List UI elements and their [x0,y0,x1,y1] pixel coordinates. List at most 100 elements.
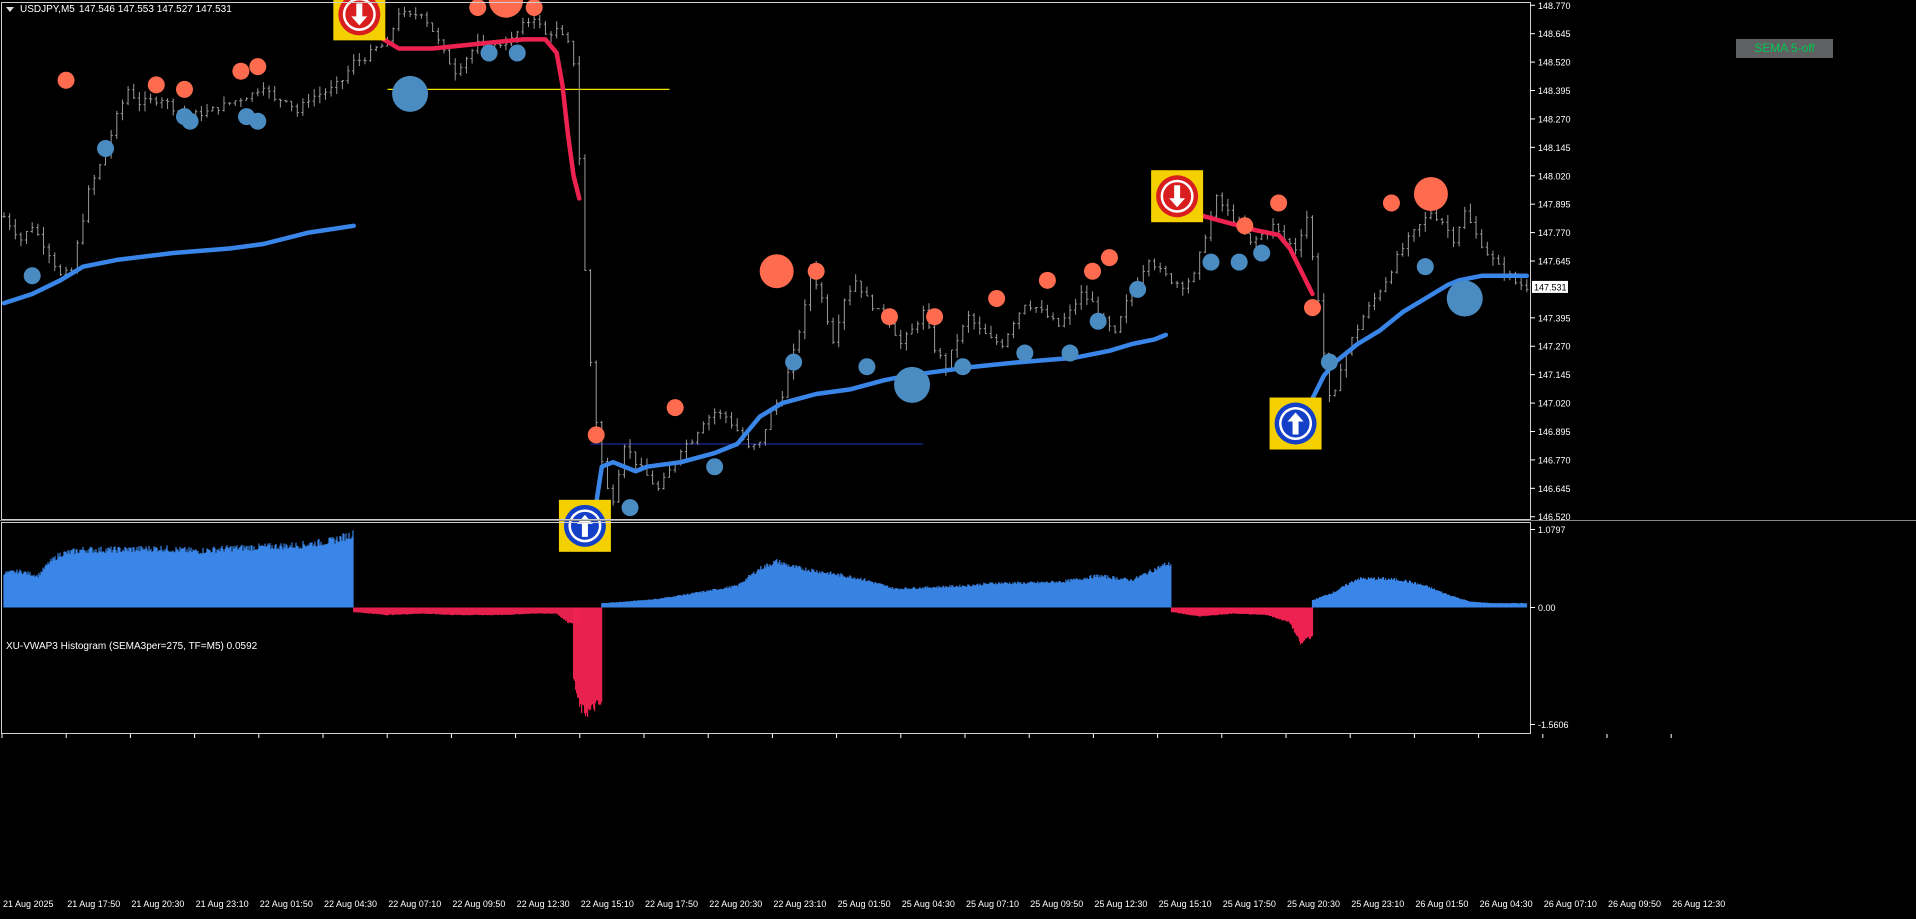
swing-low-marker [1089,312,1107,330]
swing-high-marker [1084,262,1102,280]
swing-low-marker [706,458,724,476]
swing-high-marker [488,0,523,18]
time-tick-label: 25 Aug 07:10 [966,899,1019,909]
price-tick-label: 148.270 [1538,114,1571,124]
swing-low-marker [785,353,803,371]
time-tick-label: 25 Aug 20:30 [1287,899,1340,909]
signal-icons [333,0,1322,552]
swing-high-marker [1038,271,1056,289]
swing-high-marker [469,0,487,17]
time-tick-label: 22 Aug 17:50 [645,899,698,909]
swing-high-marker [988,290,1006,308]
main-price-pane [1,0,1530,552]
swing-low-marker [249,112,267,130]
time-tick-label: 25 Aug 15:10 [1159,899,1212,909]
time-tick-label: 22 Aug 09:50 [452,899,505,909]
swing-low-marker [1416,258,1434,276]
histogram-tick-label: 1.0797 [1538,525,1566,535]
price-tick-label: 148.145 [1538,143,1571,153]
time-tick-label: 26 Aug 01:50 [1415,899,1468,909]
time-tick-label: 26 Aug 07:10 [1544,899,1597,909]
swing-high-marker [1382,194,1400,212]
price-tick-label: 147.395 [1538,313,1571,323]
current-price-tag [1532,280,1568,293]
price-tick-label: 148.645 [1538,29,1571,39]
swing-low-marker [1446,280,1483,317]
sell-arrow-icon [333,0,386,41]
swing-high-marker [1236,217,1254,235]
price-tick-label: 147.145 [1538,370,1571,380]
price-tick-label: 148.770 [1538,1,1571,11]
swing-low-marker [1202,253,1220,271]
swing-markers [23,0,1483,517]
swing-low-marker [1253,244,1271,262]
swing-high-marker [525,0,543,17]
histogram-tick-label: -1.5606 [1538,720,1569,730]
price-axis: 148.770 148.645 148.520 148.395 148.270 148.1… [1530,1,1571,522]
price-tick-label: 147.270 [1538,342,1571,352]
dropdown-triangle-icon[interactable] [6,7,14,12]
swing-high-marker [1270,194,1288,212]
swing-high-marker [666,399,684,417]
price-tick-label: 147.895 [1538,200,1571,210]
price-tick-label: 147.645 [1538,257,1571,267]
price-tick-label: 146.895 [1538,427,1571,437]
time-tick-label: 22 Aug 23:10 [773,899,826,909]
buy-arrow-icon [1269,397,1322,450]
time-tick-label: 22 Aug 12:30 [517,899,570,909]
time-tick-label: 21 Aug 17:50 [67,899,120,909]
time-tick-label: 22 Aug 07:10 [388,899,441,909]
current-price-label: 147.531 [1534,282,1567,292]
time-tick-label: 26 Aug 09:50 [1608,899,1661,909]
price-tick-label: 146.520 [1538,512,1571,522]
symbol-name: USDJPY,M5 [20,4,75,15]
price-tick-label: 148.020 [1538,171,1571,181]
time-tick-label: 22 Aug 01:50 [260,899,313,909]
swing-low-marker [480,44,498,62]
histogram-pane-frame [1,522,1531,734]
time-tick-label: 26 Aug 12:30 [1672,899,1725,909]
swing-high-marker [57,71,75,89]
swing-low-marker [181,112,199,130]
time-tick-label: 25 Aug 04:30 [902,899,955,909]
price-tick-label: 148.395 [1538,86,1571,96]
time-axis: 21 Aug 2025 21 Aug 17:50 21 Aug 20:30 21 Au… [1,734,1725,909]
price-tick-label: 146.645 [1538,484,1571,494]
sema-segment [1310,273,1530,401]
histogram-axis: 1.0797 0.00 -1.5606 [1530,525,1569,730]
swing-high-marker [1100,249,1118,267]
histogram-tick-label: 0.00 [1538,603,1556,613]
swing-high-marker [807,262,825,280]
time-tick-label: 21 Aug 2025 [3,899,54,909]
histogram-pane [3,530,1528,718]
time-tick-label: 21 Aug 20:30 [131,899,184,909]
swing-low-marker [954,358,972,376]
swing-low-marker [392,75,429,112]
time-tick-label: 26 Aug 04:30 [1480,899,1533,909]
time-tick-label: 25 Aug 01:50 [838,899,891,909]
swing-low-marker [1230,253,1248,271]
price-tick-label: 146.770 [1538,455,1571,465]
sema-toggle-button[interactable]: SEMA 5-off [1736,39,1833,58]
vwap-histogram [3,530,1528,718]
swing-high-marker [926,308,944,326]
swing-low-marker [97,139,115,157]
arrow-up-icon [1287,412,1304,435]
time-tick-label: 25 Aug 23:10 [1351,899,1404,909]
swing-high-marker [880,308,898,326]
swing-low-marker [23,267,41,285]
swing-low-marker [1016,344,1034,362]
price-tick-label: 148.520 [1538,58,1571,68]
swing-high-marker [147,76,165,94]
swing-high-marker [175,80,193,98]
swing-high-marker [759,254,794,289]
swing-low-marker [1320,353,1338,371]
arrow-down-icon [1169,185,1186,208]
swing-high-marker [1303,299,1321,317]
price-tick-label: 147.770 [1538,228,1571,238]
sema-segment [1,223,356,306]
swing-high-marker [587,426,605,444]
swing-low-marker [1129,280,1147,298]
